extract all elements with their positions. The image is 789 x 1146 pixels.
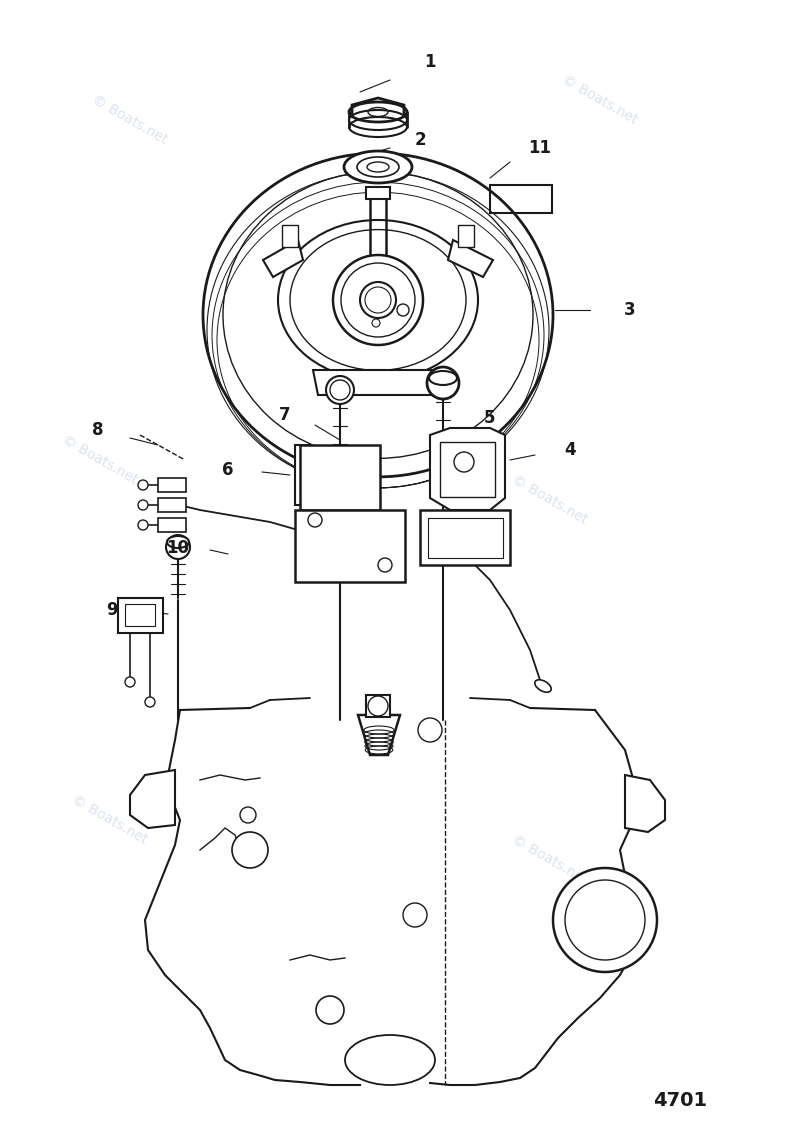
Bar [158,499,186,512]
Circle shape [427,367,459,399]
Bar [158,478,186,492]
Polygon shape [358,715,400,755]
Ellipse shape [349,110,407,129]
Bar [125,604,155,626]
Bar [428,518,503,558]
Text: 1: 1 [424,53,436,71]
Circle shape [166,535,190,559]
Text: © Boats.net: © Boats.net [90,93,170,147]
Circle shape [232,832,268,868]
Ellipse shape [167,536,189,548]
Bar [282,225,298,248]
Bar [440,442,495,497]
Bar [420,510,510,565]
Bar [490,185,552,213]
Text: 11: 11 [529,139,552,157]
Bar [366,694,390,717]
Polygon shape [625,775,665,832]
Text: © Boats.net: © Boats.net [510,473,590,527]
Polygon shape [263,240,303,277]
Bar [300,445,380,510]
Text: 3: 3 [624,301,636,319]
Bar [366,187,390,199]
Ellipse shape [345,1035,435,1085]
Polygon shape [352,99,404,126]
Text: 7: 7 [279,406,291,424]
Text: © Boats.net: © Boats.net [60,433,140,487]
Bar [295,510,405,582]
Text: 8: 8 [92,421,103,439]
Circle shape [316,996,344,1025]
Circle shape [138,500,148,510]
Polygon shape [313,370,443,395]
Ellipse shape [429,371,457,385]
Circle shape [125,677,135,686]
Bar [158,518,186,532]
Ellipse shape [344,151,412,183]
Polygon shape [295,445,320,505]
Polygon shape [130,770,175,829]
Circle shape [145,697,155,707]
Text: © Boats.net: © Boats.net [560,72,640,127]
Polygon shape [448,240,493,277]
Text: 10: 10 [166,539,189,557]
Bar [118,598,163,633]
Ellipse shape [357,157,399,176]
Circle shape [333,256,423,345]
Circle shape [138,520,148,529]
Text: 6: 6 [222,461,234,479]
Circle shape [553,868,657,972]
Polygon shape [430,427,505,510]
Circle shape [138,480,148,490]
Circle shape [360,282,396,317]
Text: 9: 9 [107,601,118,619]
Text: 4: 4 [564,441,576,460]
Text: © Boats.net: © Boats.net [69,793,150,847]
Ellipse shape [535,680,552,692]
Text: 5: 5 [484,409,495,427]
Bar [458,225,474,248]
Text: 4701: 4701 [653,1091,707,1109]
Text: 2: 2 [414,131,426,149]
Circle shape [326,376,354,405]
Text: © Boats.net: © Boats.net [510,833,590,887]
